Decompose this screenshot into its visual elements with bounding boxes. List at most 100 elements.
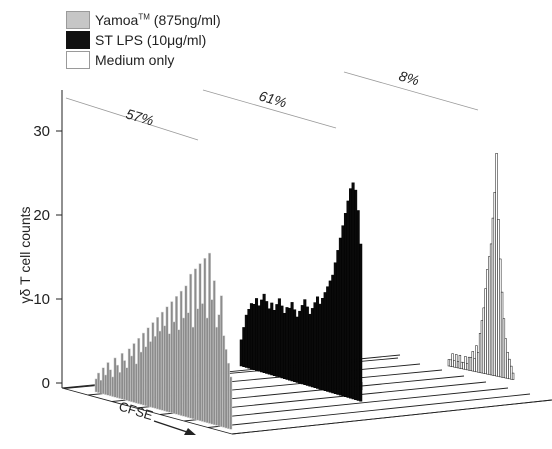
bar [108,369,112,397]
series-0 [94,252,233,430]
bar [482,307,485,374]
bar [466,363,469,371]
percent-label: 57% [124,106,155,129]
bar [462,362,465,370]
bar [293,309,297,383]
bar [486,269,489,375]
bar [94,378,98,393]
bar [295,316,299,383]
bar [215,326,219,426]
bar [336,250,340,395]
series-bars [94,153,515,430]
legend-label: ST LPS (10μg/ml) [95,31,207,48]
bar [493,192,496,376]
legend-swatch [66,50,90,69]
bar [326,286,330,392]
bar [210,299,214,425]
bar [298,310,302,384]
bar [113,357,117,398]
bar [497,219,500,377]
bar [467,356,471,371]
bar [475,345,478,373]
bar [239,339,243,367]
bar [201,303,204,422]
bar [338,237,342,396]
bar [153,336,157,409]
bar [277,298,281,378]
bar [356,210,360,401]
bar [323,292,327,391]
bar [310,308,314,388]
bar [244,314,248,368]
bar [134,363,138,404]
bar [305,306,309,386]
bar [359,243,363,402]
bar [464,356,467,370]
bar [137,338,141,405]
bar [504,338,507,379]
bar [290,302,294,382]
legend-label: Medium only [95,51,175,68]
y-axis-label: γδ T cell counts [17,206,33,304]
bar [484,288,487,375]
bar [255,298,259,371]
bar [341,225,345,397]
bar [104,374,108,395]
bar [270,302,274,376]
bar [203,258,207,423]
bar [460,361,463,369]
series-1 [239,182,363,402]
bar [242,327,246,367]
bar [247,309,251,369]
bar [120,353,124,400]
bar [318,303,322,390]
bar [349,188,353,399]
bar [333,262,337,394]
bar [149,341,152,408]
bar [167,333,171,413]
bar [275,304,279,377]
bar [191,326,195,420]
bar [473,358,476,372]
legend-swatch [66,30,90,49]
percent-label: 8% [397,68,421,89]
bar [101,367,105,395]
bar [262,293,266,374]
legend-label: YamoaTM (875ng/ml) [95,11,221,28]
bar [97,372,100,393]
bar [288,307,292,381]
bar [139,351,143,405]
bar [116,364,119,399]
y-tick-label: 0 [42,375,50,392]
bar [321,298,325,391]
bar [495,153,498,377]
bar [477,352,480,373]
bar [144,346,148,407]
floor-front-edge [61,387,233,435]
percent-labels: 57% 61% 8% [65,68,479,141]
bar [508,358,511,380]
bar [252,303,256,371]
y-ticks: 0 10 20 30 [33,123,62,392]
bar [313,302,317,389]
bar [343,213,348,397]
legend-swatch [66,10,90,29]
bar [285,307,289,380]
bar [489,243,493,376]
bar [196,308,200,421]
bar [158,330,162,410]
bar [229,376,233,430]
bar [511,372,515,380]
bar [163,325,167,412]
bar [354,189,358,400]
bar [453,360,456,368]
bar [478,333,482,373]
bar [449,359,452,367]
bar [282,312,287,380]
bar [179,290,183,416]
floor-grid-line [231,399,552,435]
bar [189,273,193,419]
y-tick-label: 30 [33,123,50,140]
bar [351,182,355,400]
bar [212,280,216,426]
